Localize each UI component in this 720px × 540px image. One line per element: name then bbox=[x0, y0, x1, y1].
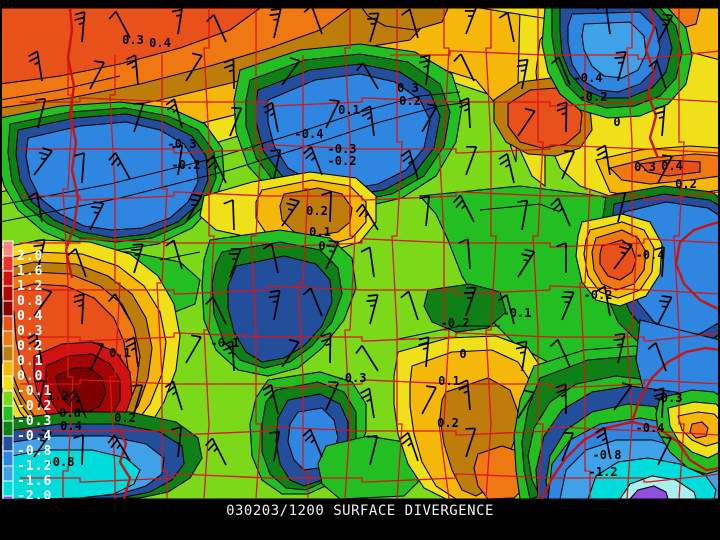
colorbar-label: -0.2 bbox=[17, 399, 52, 414]
colorbar-label: 1.6 bbox=[17, 264, 43, 279]
region-top-ridge-orangered bbox=[2, 8, 261, 85]
colorbar-cell bbox=[2, 420, 14, 437]
region-bullseye-maroon bbox=[55, 367, 107, 413]
region-center-darkgold-core bbox=[279, 187, 353, 237]
contour-label: 1.2 bbox=[47, 389, 69, 403]
contour-label: 0 bbox=[459, 347, 466, 361]
county-lines bbox=[20, 8, 718, 499]
colorbar-cell bbox=[2, 405, 14, 422]
region-bottom-green-connector bbox=[317, 435, 421, 499]
colorbar-cell bbox=[2, 465, 14, 482]
colorbar-cell bbox=[2, 330, 14, 347]
region-right-orangered-band bbox=[638, 159, 701, 177]
contour-label: -0.8 bbox=[46, 455, 75, 469]
colorbar-cell bbox=[2, 435, 14, 452]
contour-label: -0.1 bbox=[503, 306, 532, 320]
contour-label: -0.2 bbox=[579, 90, 608, 104]
colorbar-cell bbox=[2, 300, 14, 317]
contour-label: 0.3 bbox=[397, 81, 419, 95]
colorbar-cell bbox=[2, 450, 14, 467]
contour-label: -0.4 bbox=[636, 421, 665, 435]
colorbar-cell bbox=[2, 375, 14, 392]
contour-label: 0.2 bbox=[675, 177, 697, 191]
contour-label: 0.1 bbox=[338, 103, 360, 117]
colorbar-cell bbox=[2, 480, 14, 497]
contour-label: 0.4 bbox=[149, 36, 171, 50]
contour-label: 0.1 bbox=[438, 374, 460, 388]
colorbar-cell bbox=[2, 315, 14, 332]
contour-label: 0.2 bbox=[399, 94, 421, 108]
region-bottomleft-cyan bbox=[2, 449, 141, 499]
contour-label: 0.3 bbox=[634, 160, 656, 174]
colorbar-label: 0.8 bbox=[17, 294, 43, 309]
colorbar-cell bbox=[2, 255, 14, 272]
colorbar-label: -1.6 bbox=[17, 474, 52, 489]
contour-label: 0.1 bbox=[109, 346, 131, 360]
region-bottomright-purple bbox=[629, 485, 669, 499]
contour-labels: 0.3 0.40.10.30.2-0.4-0.3-0.2-0.3-0.2-0.4-… bbox=[46, 33, 697, 479]
contour-label: 0.2 bbox=[114, 411, 136, 425]
colorbar-label: -0.4 bbox=[17, 429, 52, 444]
contour-fill-layer bbox=[2, 8, 718, 499]
colorbar-cell bbox=[2, 360, 14, 377]
contour-label: -0.4 bbox=[295, 127, 324, 141]
colorbar-label: 0.2 bbox=[17, 339, 43, 354]
contour-label: 0.2 bbox=[306, 204, 328, 218]
colorbar-cell bbox=[2, 240, 14, 257]
contour-label: -0.3 bbox=[338, 371, 367, 385]
wind-barbs bbox=[27, 8, 674, 466]
contour-label: -0.4 bbox=[574, 71, 603, 85]
contour-label: -0.2 bbox=[328, 154, 357, 168]
colorbar-label: 0.0 bbox=[17, 369, 43, 384]
colorbar-cell bbox=[2, 285, 14, 302]
region-blobB-lightblue bbox=[581, 21, 647, 79]
colorbar-label: 0.3 bbox=[17, 324, 43, 339]
colorbar-label: 2.0 bbox=[17, 249, 43, 264]
contour-label: -0.4 bbox=[636, 248, 665, 262]
colorbar-cell bbox=[2, 390, 14, 407]
contour-label: -0.3 bbox=[168, 137, 197, 151]
colorbar-cell bbox=[2, 345, 14, 362]
colorbar-label: -0.8 bbox=[17, 444, 52, 459]
contour-label: 0 bbox=[318, 239, 325, 253]
contour-label: -0.3 bbox=[654, 391, 683, 405]
contour-label: -0.8 bbox=[593, 448, 622, 462]
contour-label: -1.2 bbox=[589, 465, 618, 479]
colorbar-label: -1.2 bbox=[17, 459, 52, 474]
contour-label: 0.4 bbox=[60, 419, 82, 433]
contour-label: 0.4 bbox=[661, 159, 683, 173]
contour-label: 0.8 bbox=[59, 406, 81, 420]
contour-label: 0.1 bbox=[309, 225, 331, 239]
contour-label: -0.2 bbox=[441, 316, 470, 330]
colorbar-label: -0.3 bbox=[17, 414, 52, 429]
contour-label: -0.3 bbox=[328, 142, 357, 156]
colorbar: 2.01.61.20.80.40.30.20.10.0-0.1-0.2-0.3-… bbox=[2, 240, 52, 512]
contour-label: 0.3 bbox=[122, 33, 144, 47]
colorbar-label: 0.4 bbox=[17, 309, 43, 324]
map-caption: 030203/1200 SURFACE DIVERGENCE bbox=[226, 503, 494, 519]
colorbar-label: -0.1 bbox=[17, 384, 52, 399]
colorbar-label: 0.1 bbox=[17, 354, 43, 369]
contour-label: 0.2 bbox=[437, 416, 459, 430]
contour-label: -0.1 bbox=[211, 336, 240, 350]
contour-label: 0 bbox=[613, 115, 620, 129]
state-borders bbox=[64, 8, 718, 499]
contour-label: -0.2 bbox=[172, 158, 201, 172]
colorbar-cell bbox=[2, 270, 14, 287]
map-layers: 0.3 0.40.10.30.2-0.4-0.3-0.2-0.3-0.2-0.4-… bbox=[2, 8, 718, 499]
contour-label: -0.2 bbox=[584, 288, 613, 302]
colorbar-label: 1.2 bbox=[17, 279, 43, 294]
